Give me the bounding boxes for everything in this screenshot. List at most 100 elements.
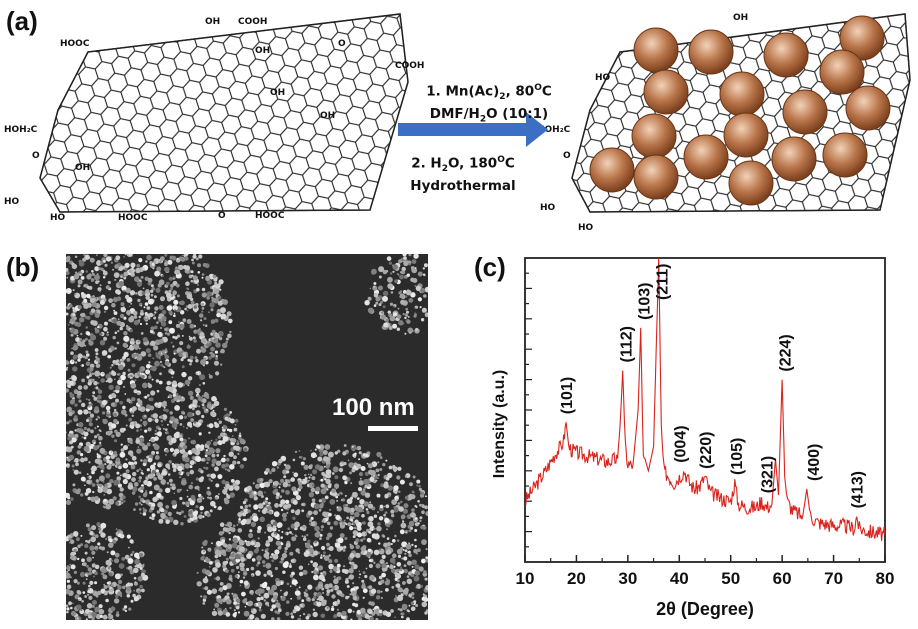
sem-grain xyxy=(145,489,148,493)
sem-grain xyxy=(343,506,349,512)
sem-grain xyxy=(314,454,318,457)
sem-grain xyxy=(279,503,283,508)
sem-grain xyxy=(133,320,139,326)
sem-grain xyxy=(268,501,271,505)
sem-grain xyxy=(111,434,115,438)
sem-grain xyxy=(319,537,322,540)
sem-grain xyxy=(211,542,213,545)
sem-grain xyxy=(295,606,301,612)
nanoparticles xyxy=(589,15,891,206)
sem-grain xyxy=(80,608,83,612)
sem-grain xyxy=(76,450,81,455)
sem-grain xyxy=(281,489,285,493)
sem-grain xyxy=(209,561,213,565)
sem-grain xyxy=(257,525,262,531)
sem-grain xyxy=(318,595,324,602)
sem-grain xyxy=(226,494,231,499)
sem-grain xyxy=(227,333,232,339)
sem-grain xyxy=(131,491,136,495)
sem-grain xyxy=(402,588,409,595)
sem-grain xyxy=(240,557,246,562)
sem-grain xyxy=(74,429,77,432)
sem-grain xyxy=(222,527,228,532)
sem-grain xyxy=(232,460,237,465)
sem-grain xyxy=(223,438,226,442)
sem-grain xyxy=(154,418,159,423)
sem-grain xyxy=(208,478,212,481)
sem-grain xyxy=(378,609,383,614)
sem-grain xyxy=(176,257,179,260)
sem-grain xyxy=(396,327,400,331)
sem-grain xyxy=(291,579,298,585)
sem-grain xyxy=(85,578,88,580)
sem-grain xyxy=(128,555,132,559)
sem-grain xyxy=(400,299,406,305)
sem-grain xyxy=(127,368,131,372)
sem-grain xyxy=(198,514,203,520)
sem-grain xyxy=(311,571,314,573)
sem-grain xyxy=(208,566,211,568)
sem-grain xyxy=(414,545,418,548)
sem-grain xyxy=(79,338,82,341)
sem-grain xyxy=(146,364,151,369)
sem-grain xyxy=(326,473,332,479)
sem-grain xyxy=(140,351,147,357)
sem-grain xyxy=(99,300,105,305)
sem-grain xyxy=(141,588,145,593)
sem-grain xyxy=(413,600,417,603)
sem-grain xyxy=(186,254,189,256)
sem-grain xyxy=(145,476,149,480)
sem-grain xyxy=(235,558,241,563)
sem-grain xyxy=(373,549,380,556)
sem-grain xyxy=(113,479,120,486)
sem-grain xyxy=(143,508,147,513)
sem-grain xyxy=(84,344,87,347)
sem-grain xyxy=(86,315,91,320)
sem-grain xyxy=(385,318,389,322)
sem-grain xyxy=(392,323,398,329)
sem-grain xyxy=(88,595,93,600)
sem-grain xyxy=(288,565,292,568)
sem-grain xyxy=(166,380,172,386)
sem-grain xyxy=(200,444,205,449)
sem-grain xyxy=(70,610,77,617)
sem-grain xyxy=(131,477,136,482)
sem-grain xyxy=(94,427,97,430)
sem-grain xyxy=(154,436,159,441)
sem-grain xyxy=(413,314,417,318)
sem-grain xyxy=(347,608,353,614)
sem-grain xyxy=(66,565,71,571)
sem-grain xyxy=(90,403,93,406)
sem-grain xyxy=(286,582,290,586)
sem-grain xyxy=(226,428,230,432)
sem-grain xyxy=(142,337,148,343)
sem-grain xyxy=(186,489,189,492)
sem-grain xyxy=(147,427,152,432)
sem-grain xyxy=(89,413,95,418)
sem-grain xyxy=(123,255,125,258)
sem-grain xyxy=(253,496,258,501)
sem-grain xyxy=(406,578,413,585)
sem-grain xyxy=(85,326,88,329)
sem-grain xyxy=(229,574,233,578)
sem-grain xyxy=(272,529,275,532)
sem-grain xyxy=(165,454,167,456)
sem-grain xyxy=(205,275,211,281)
x-tick-label: 80 xyxy=(876,569,895,588)
sem-grain xyxy=(392,553,397,558)
sem-grain xyxy=(133,461,138,465)
sem-grain xyxy=(237,461,241,465)
sem-grain xyxy=(81,312,86,318)
sem-grain xyxy=(310,449,312,452)
sem-grain xyxy=(66,588,71,595)
sem-grain xyxy=(407,550,411,554)
sem-grain xyxy=(180,399,183,402)
sem-grain xyxy=(200,319,203,322)
sem-grain xyxy=(235,598,241,603)
sem-grain xyxy=(192,281,195,284)
sem-grain xyxy=(213,608,216,611)
sem-grain xyxy=(361,531,367,537)
sem-grain xyxy=(424,312,428,318)
sem-grain xyxy=(102,353,105,356)
sem-grain xyxy=(172,380,177,386)
